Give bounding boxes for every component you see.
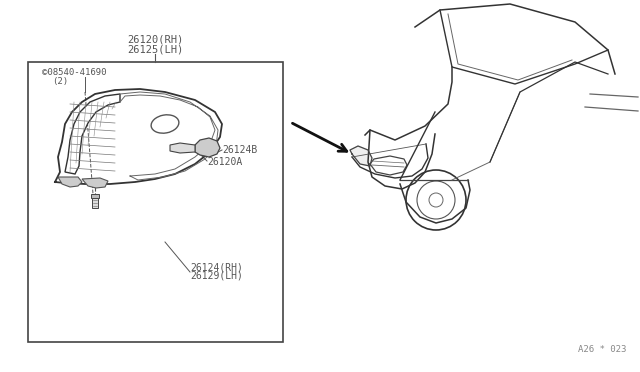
Bar: [91, 194, 99, 198]
Ellipse shape: [151, 115, 179, 133]
Polygon shape: [350, 146, 372, 166]
Text: ©08540-41690: ©08540-41690: [42, 67, 106, 77]
Polygon shape: [195, 138, 220, 157]
Bar: [28, 62, 283, 342]
Text: (2): (2): [52, 77, 68, 86]
Polygon shape: [58, 177, 82, 187]
Bar: [92, 198, 98, 208]
Text: A26 * 023: A26 * 023: [578, 345, 627, 354]
Polygon shape: [170, 143, 195, 153]
Text: 26124(RH): 26124(RH): [190, 262, 243, 272]
Text: 26125(LH): 26125(LH): [127, 44, 183, 54]
Text: 26120A: 26120A: [207, 157, 243, 167]
Polygon shape: [65, 94, 120, 174]
Text: 26129(LH): 26129(LH): [190, 271, 243, 281]
Polygon shape: [82, 178, 108, 188]
Text: 26124B: 26124B: [222, 145, 257, 155]
Text: 26120(RH): 26120(RH): [127, 34, 183, 44]
